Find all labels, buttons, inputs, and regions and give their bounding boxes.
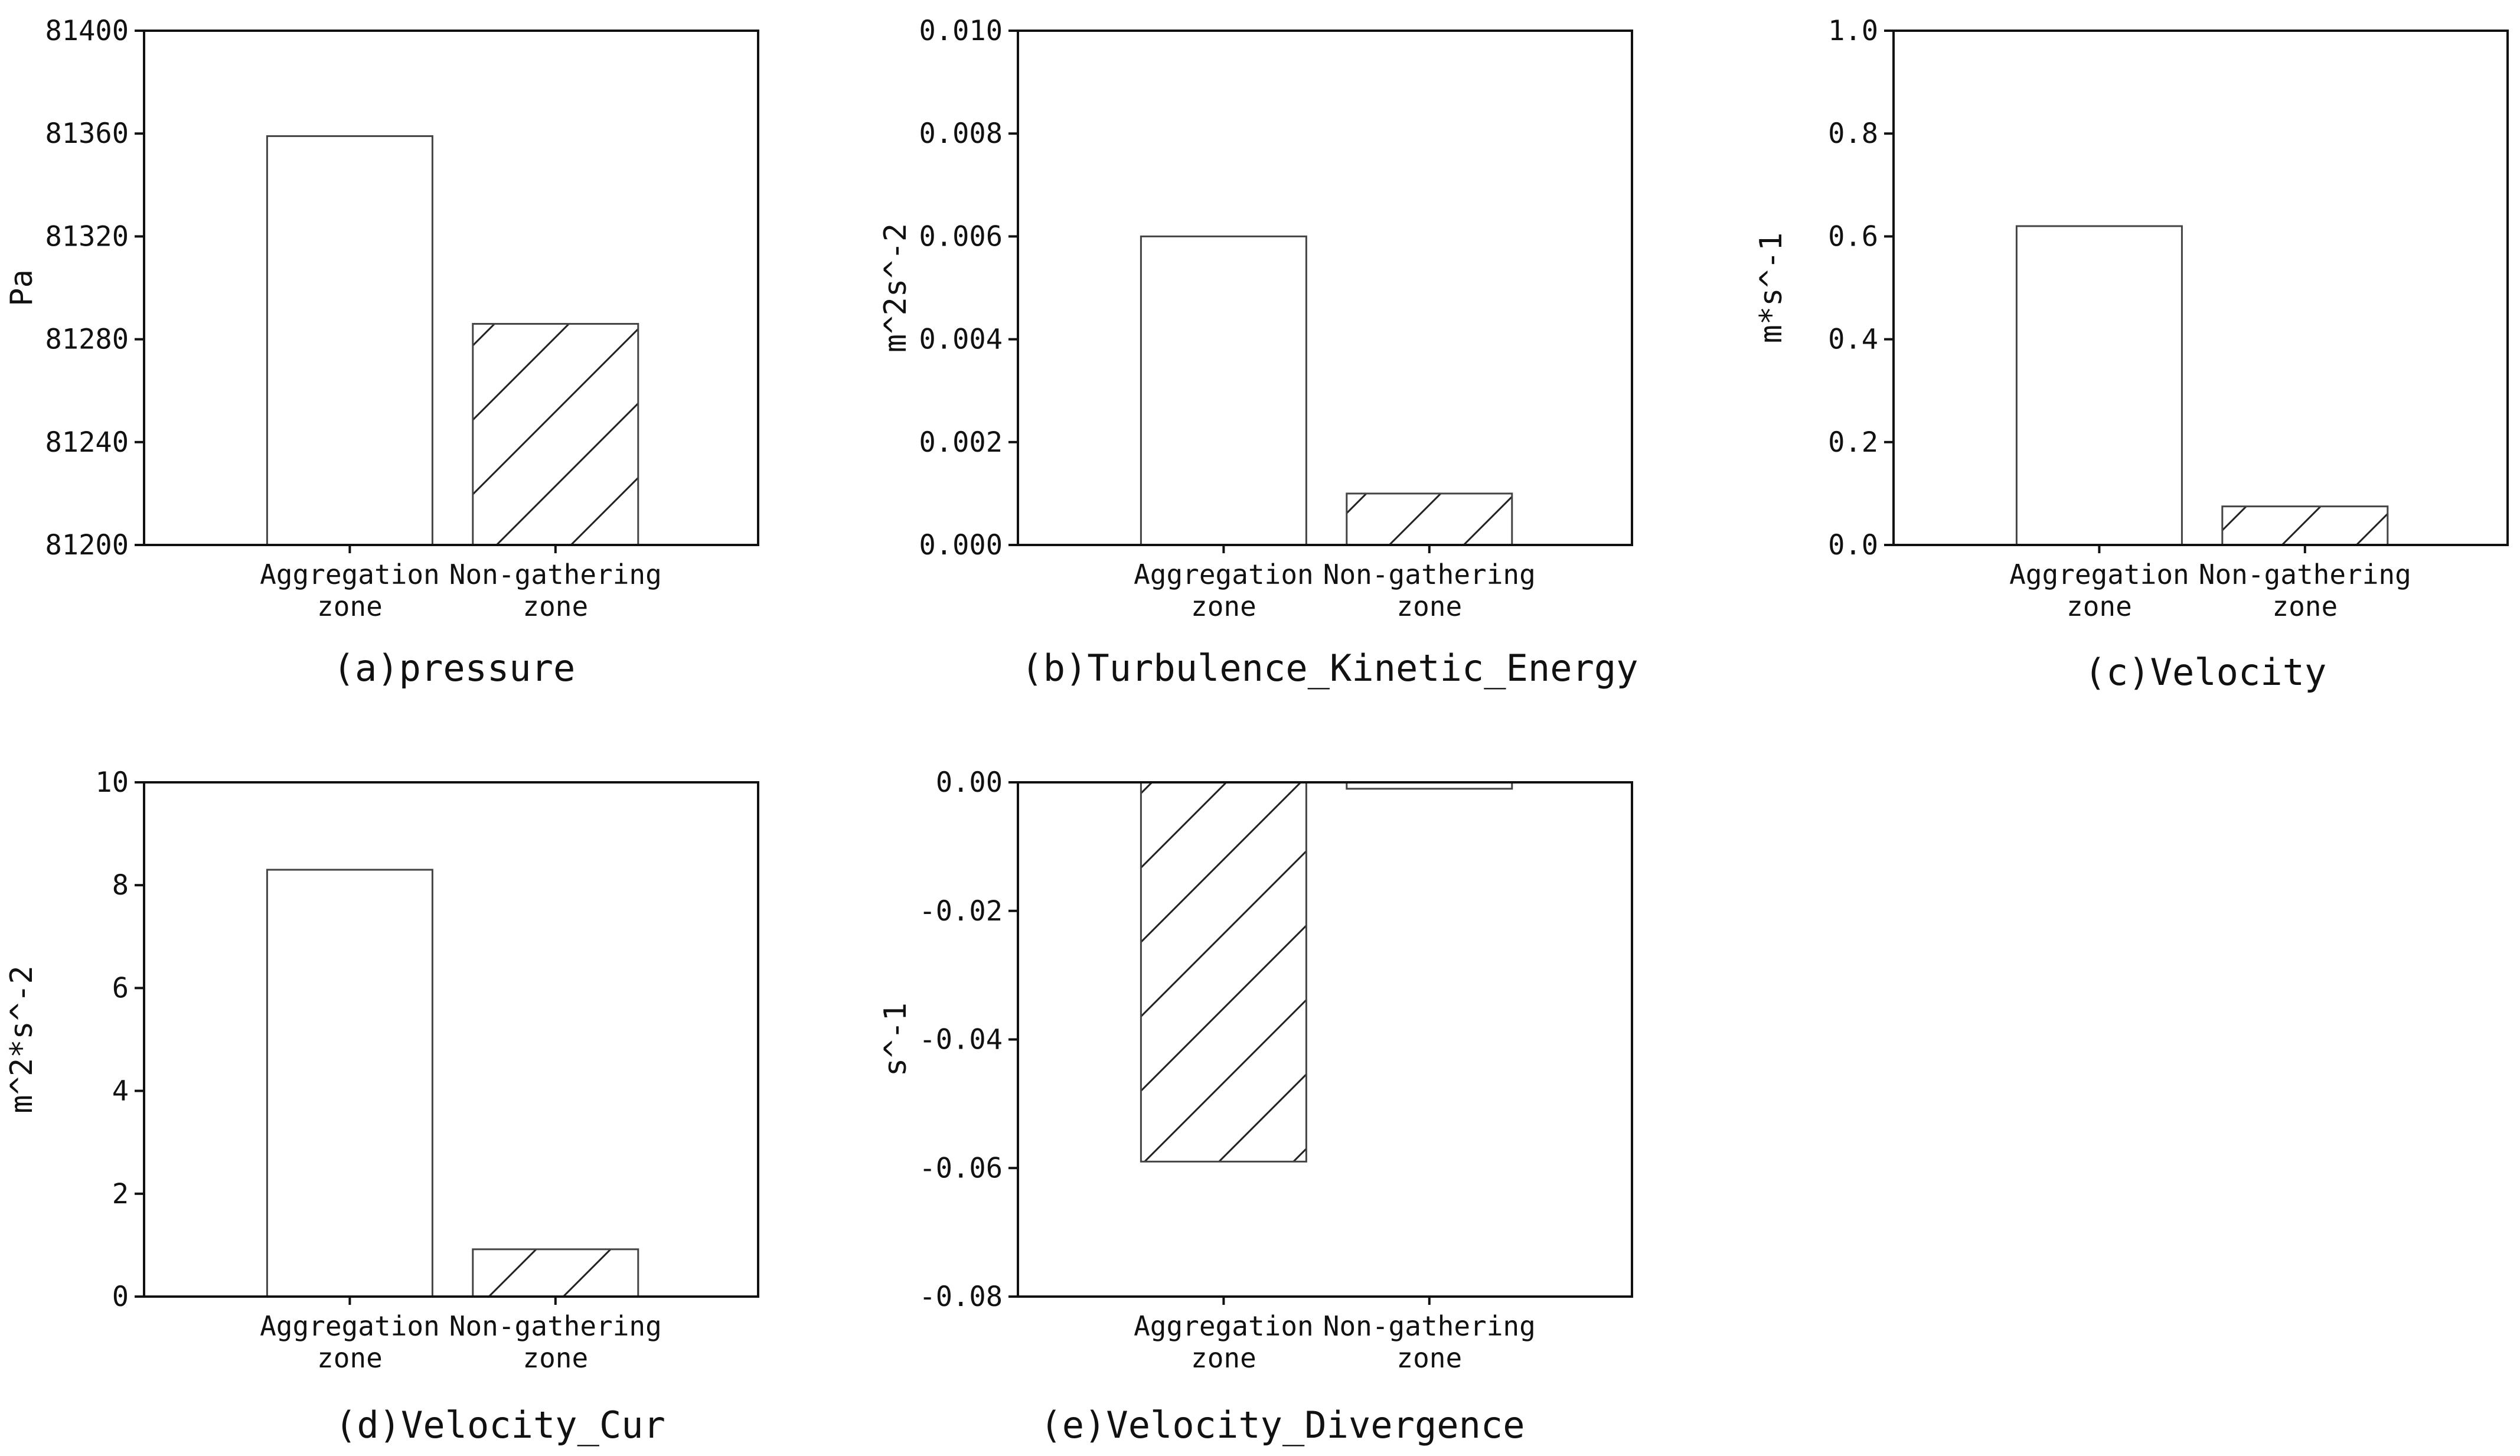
x-category-label: Non-gathering zone [1323, 559, 1536, 622]
bar-aggregation-zone [266, 135, 433, 546]
y-tick-label: 0.8 [1828, 117, 1878, 150]
y-tick-label: 0 [112, 1281, 129, 1313]
y-tick-label: 0.008 [919, 117, 1003, 150]
bar-aggregation-zone [1140, 781, 1307, 1163]
y-tick-label: 10 [95, 766, 129, 799]
y-axis-label: s^-1 [878, 1003, 913, 1076]
plot-frame [1017, 30, 1633, 546]
y-axis-label: m^2s^-2 [878, 223, 913, 352]
panel-b: (b)Turbulence_Kinetic_Energy 0.000 0.002 0… [878, 15, 1638, 690]
y-tick-label: -0.06 [919, 1152, 1003, 1184]
y-tick-label: 0.006 [919, 220, 1003, 253]
bar-aggregation-zone [266, 869, 433, 1298]
x-category-label: Aggregation zone [260, 559, 440, 622]
y-tick-label: 0.4 [1828, 324, 1878, 356]
y-tick-label: 6 [112, 972, 129, 1004]
bar-aggregation-zone [2015, 225, 2183, 546]
y-tick-label: 0.6 [1828, 220, 1878, 253]
y-tick-label: -0.02 [919, 895, 1003, 928]
plot-frame [1892, 30, 2509, 546]
y-tick-label: 0.000 [919, 529, 1003, 561]
x-category-label: Non-gathering zone [1323, 1310, 1536, 1374]
x-category-label: Aggregation zone [1134, 559, 1314, 622]
x-category-label: Aggregation zone [2009, 559, 2189, 622]
panel-caption: (d)Velocity_Cur [335, 1403, 665, 1447]
x-category-label: Non-gathering zone [449, 1310, 662, 1374]
y-tick-label: 0.002 [919, 426, 1003, 459]
y-tick-label: 81240 [45, 426, 129, 459]
x-category-label: Non-gathering zone [449, 559, 662, 622]
plot-frame [143, 781, 759, 1298]
panel-c: (c)Velocity 0.0 0.2 0.4 0.6 0.8 1.0 Aggregatio… [1754, 15, 2509, 694]
bar-non-gathering-zone [1346, 492, 1513, 546]
y-tick-label: -0.04 [919, 1024, 1003, 1056]
y-axis-label: m*s^-1 [1754, 233, 1789, 344]
plot-frame [1017, 781, 1633, 1298]
panel-caption: (e)Velocity_Divergence [1040, 1403, 1525, 1447]
bar-non-gathering-zone [2221, 505, 2389, 546]
x-category-label: Aggregation zone [1134, 1310, 1314, 1374]
bar-non-gathering-zone [472, 1248, 639, 1298]
y-tick-label: 0.0 [1828, 529, 1878, 561]
y-tick-label: 0.00 [936, 766, 1003, 799]
bar-aggregation-zone [1140, 235, 1307, 546]
x-category-label: Non-gathering zone [2199, 559, 2411, 622]
y-axis-label: Pa [4, 269, 40, 306]
panel-e: (e)Velocity_Divergence -0.08 -0.06 -0.04 -0… [878, 766, 1633, 1447]
y-tick-label: 81360 [45, 117, 129, 150]
y-tick-label: 81320 [45, 220, 129, 253]
y-tick-label: 81280 [45, 324, 129, 356]
y-tick-label: 81400 [45, 15, 129, 47]
panel-caption: (b)Turbulence_Kinetic_Energy [1021, 647, 1638, 690]
x-category-label: Aggregation zone [260, 1310, 440, 1374]
panel-caption: (c)Velocity [2084, 651, 2327, 694]
y-tick-label: 1.0 [1828, 15, 1878, 47]
y-tick-label: 0.2 [1828, 426, 1878, 459]
y-tick-label: 81200 [45, 529, 129, 561]
y-tick-label: -0.08 [919, 1281, 1003, 1313]
bar-non-gathering-zone [472, 322, 639, 546]
y-tick-label: 0.004 [919, 324, 1003, 356]
panel-a: (a)pressure 81200 81240 81280 81320 81360 814… [4, 15, 759, 690]
plot-frame [143, 30, 759, 546]
panel-caption: (a)pressure [333, 647, 576, 690]
y-tick-label: 0.010 [919, 15, 1003, 47]
y-axis-label: m^2*s^-2 [4, 965, 40, 1113]
y-tick-label: 8 [112, 869, 129, 902]
y-tick-label: 4 [112, 1075, 129, 1108]
panel-d: (d)Velocity_Cur 0 2 4 6 8 10 Aggregation zoneNo… [4, 766, 759, 1447]
y-tick-label: 2 [112, 1178, 129, 1210]
